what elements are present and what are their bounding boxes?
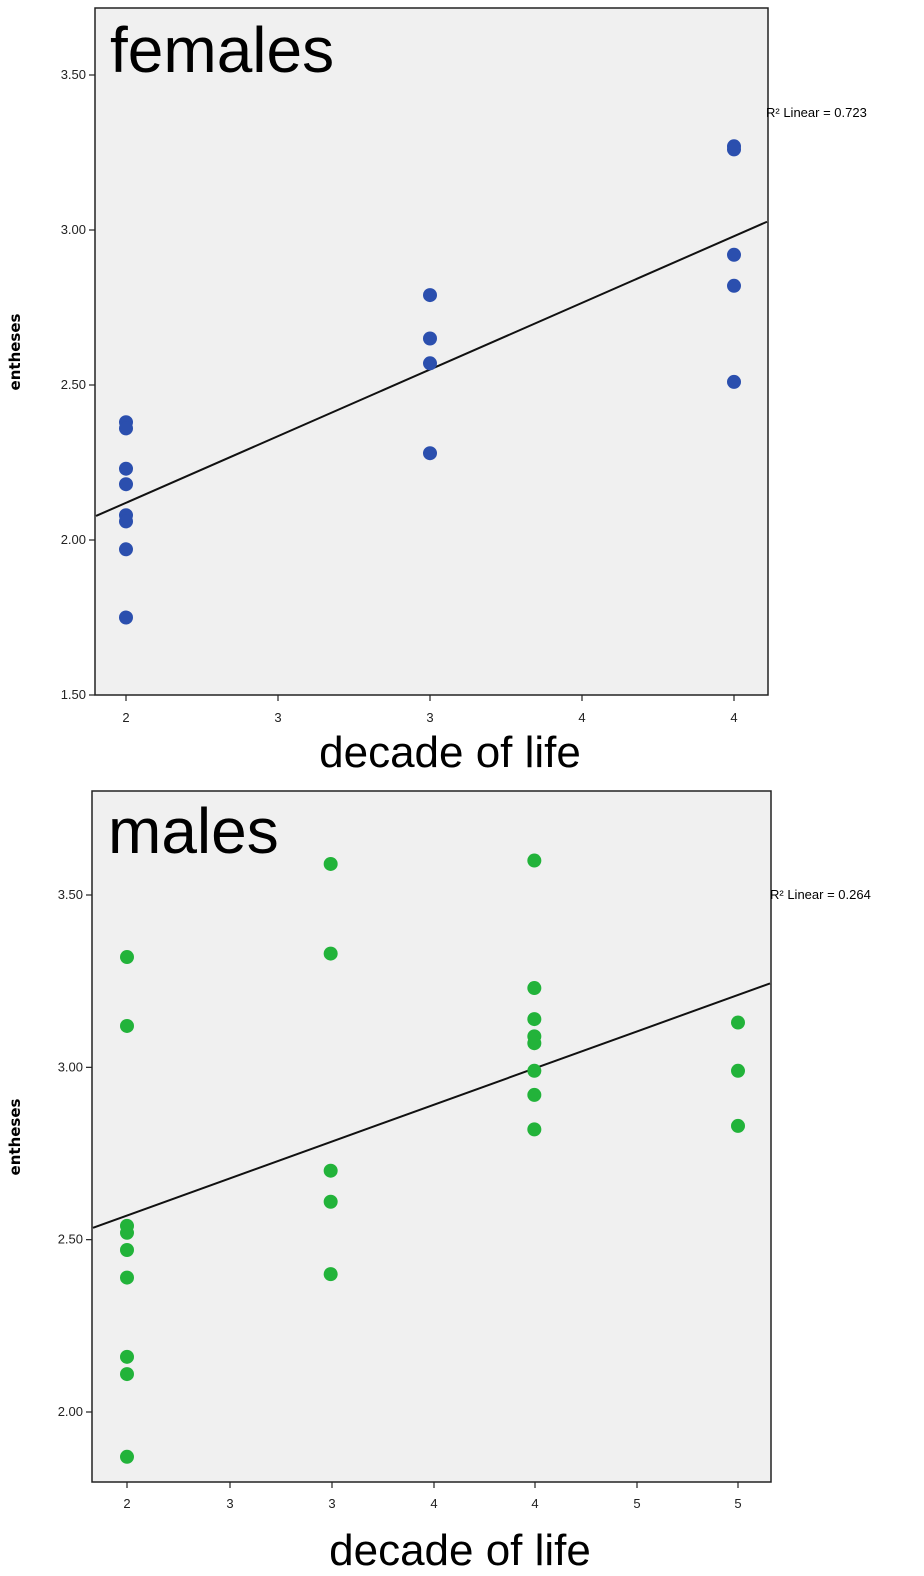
y-tick-label: 2.50 (61, 377, 86, 392)
x-tick-label: 4 (578, 710, 585, 725)
fit-line (92, 982, 771, 1229)
x-tick-label: 4 (430, 1496, 437, 1511)
data-point (727, 278, 741, 293)
y-tick-label: 2.00 (58, 1404, 83, 1419)
y-tick-label: 3.00 (61, 222, 86, 237)
data-point (527, 1122, 542, 1137)
data-point (119, 610, 133, 625)
data-point (120, 1449, 134, 1464)
y-tick-label: 3.50 (58, 887, 83, 902)
data-point (119, 477, 133, 492)
x-tick-label: 2 (123, 1496, 130, 1511)
y-axis-label: entheses (6, 1098, 24, 1175)
data-point (727, 374, 741, 389)
data-point (527, 853, 542, 868)
data-point (120, 950, 134, 965)
data-point (323, 946, 338, 961)
x-axis-label: decade of life (319, 728, 581, 777)
data-point (120, 1367, 134, 1382)
data-point (423, 288, 437, 303)
data-point (120, 1270, 134, 1285)
data-point (119, 421, 133, 436)
x-tick-label: 3 (426, 710, 433, 725)
data-point (120, 1243, 134, 1258)
x-tick-label: 5 (633, 1496, 640, 1511)
data-point (120, 1349, 134, 1364)
r2-label: R² Linear = 0.723 (766, 105, 867, 120)
data-point (527, 1012, 542, 1027)
y-tick-label: 2.50 (58, 1232, 83, 1247)
data-point (727, 142, 741, 157)
data-point (120, 1018, 134, 1033)
data-point (527, 981, 542, 996)
y-tick-label: 3.00 (58, 1059, 83, 1074)
y-tick-label: 1.50 (61, 687, 86, 702)
x-tick-label: 2 (122, 710, 129, 725)
data-point (423, 331, 437, 346)
plot-area (94, 7, 769, 696)
y-axis-label: entheses (6, 313, 24, 390)
x-tick-label: 3 (274, 710, 281, 725)
chart-panel-2: 2.00 2.50 3.00 3.50 2 3 3 4 4 5 5 males R² Linear = … (6, 790, 871, 1575)
data-point (119, 542, 133, 557)
x-tick-label: 3 (328, 1496, 335, 1511)
chart-panel-1: 1.50 2.00 2.50 3.00 3.50 2 3 3 4 4 females R² Linea… (6, 7, 867, 777)
chart-title: males (108, 795, 279, 867)
data-point (120, 1225, 134, 1240)
x-tick-label: 3 (226, 1496, 233, 1511)
x-tick-label: 4 (730, 710, 737, 725)
chart-title: females (110, 14, 334, 86)
data-point (731, 1118, 745, 1133)
x-tick-label: 4 (531, 1496, 538, 1511)
data-point (323, 1267, 338, 1282)
data-point (527, 1063, 542, 1078)
data-point (423, 446, 437, 461)
data-point (527, 1087, 542, 1102)
data-point (727, 247, 741, 262)
x-tick-label: 5 (734, 1496, 741, 1511)
data-point (323, 856, 338, 871)
x-axis-label: decade of life (329, 1526, 591, 1575)
data-point (731, 1015, 745, 1030)
data-point (527, 1036, 542, 1051)
data-point (323, 1194, 338, 1209)
y-tick-label: 3.50 (61, 67, 86, 82)
data-point (119, 461, 133, 476)
data-point (423, 356, 437, 371)
plot-area (91, 790, 772, 1483)
y-tick-label: 2.00 (61, 532, 86, 547)
data-point (323, 1163, 338, 1178)
data-point (731, 1063, 745, 1078)
data-point (119, 514, 133, 529)
r2-label: R² Linear = 0.264 (770, 887, 871, 902)
